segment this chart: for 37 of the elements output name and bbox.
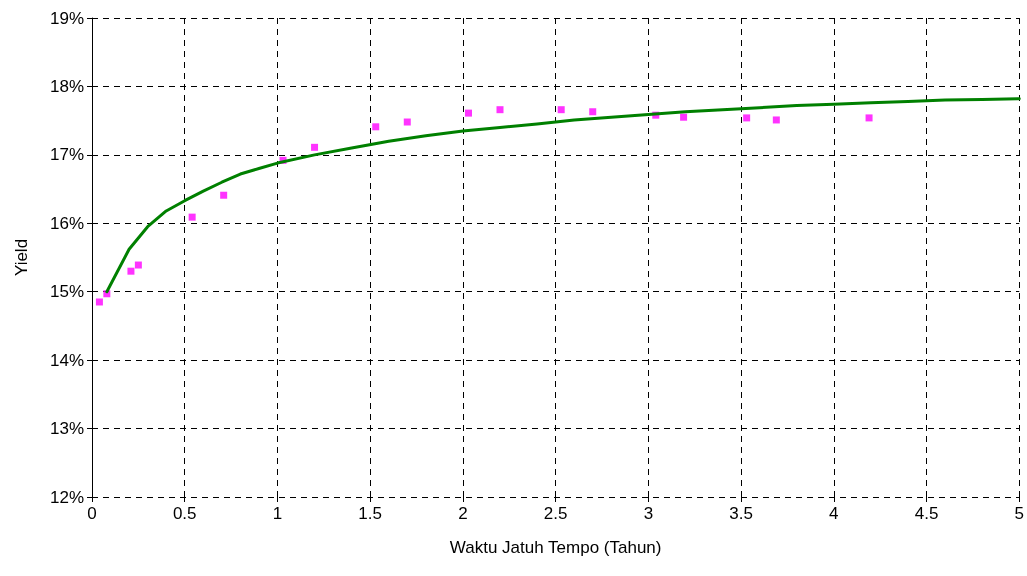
point xyxy=(95,298,103,306)
y-tick-label: 15% xyxy=(49,282,84,302)
y-tick-label: 16% xyxy=(49,213,84,233)
x-tick-label: 2.5 xyxy=(543,504,568,523)
point xyxy=(589,108,597,116)
y-tick-label: 12% xyxy=(49,487,84,507)
point xyxy=(127,267,135,275)
point xyxy=(311,143,319,151)
point xyxy=(865,114,873,122)
y-tick-label: 13% xyxy=(49,419,84,439)
point xyxy=(220,191,228,199)
point xyxy=(496,106,504,114)
y-tick-label: 14% xyxy=(49,350,84,370)
point xyxy=(743,114,751,122)
x-tick-label: 3 xyxy=(643,504,654,523)
point xyxy=(464,109,472,117)
y-tick-label: 17% xyxy=(49,145,84,165)
x-tick-label: 4.5 xyxy=(914,504,939,523)
point xyxy=(403,118,411,126)
point xyxy=(188,213,196,221)
x-tick-label: 1.5 xyxy=(358,504,382,523)
x-tick-label: 0.5 xyxy=(172,504,197,523)
y-tick-label: 19% xyxy=(49,8,84,28)
x-tick-label: 4 xyxy=(829,504,839,523)
point xyxy=(557,106,565,114)
x-tick-label: 3.5 xyxy=(729,504,753,523)
y-axis-title: Yield xyxy=(12,238,31,277)
point xyxy=(772,116,780,124)
x-tick-label: 0 xyxy=(87,504,97,523)
point xyxy=(134,261,142,269)
x-tick-label: 5 xyxy=(1014,504,1025,523)
x-axis-title: Waktu Jatuh Tempo (Tahun) xyxy=(449,538,662,557)
point xyxy=(680,113,688,121)
x-tick-label: 1 xyxy=(272,504,283,523)
y-tick-label: 18% xyxy=(49,76,84,96)
point xyxy=(372,123,380,131)
x-tick-label: 2 xyxy=(458,504,468,523)
